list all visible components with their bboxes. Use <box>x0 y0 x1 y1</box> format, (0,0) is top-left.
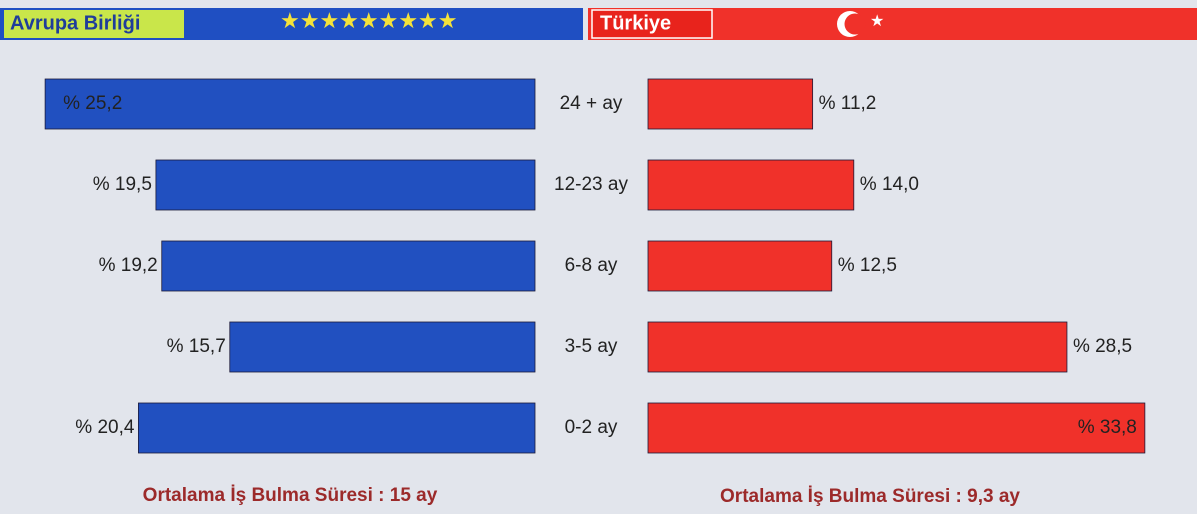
eu-title-box <box>4 10 184 38</box>
bar <box>647 240 833 292</box>
value-label: % 12,5 <box>838 255 897 276</box>
category-label: 6-8 ay <box>565 255 618 276</box>
tr-annotation: Ortalama İş Bulma Süresi : 9,3 ay <box>720 486 1020 507</box>
value-label: % 15,7 <box>167 336 226 357</box>
bar <box>155 159 536 211</box>
value-label: % 19,2 <box>99 255 158 276</box>
category-label: 12-23 ay <box>554 174 628 195</box>
star: ★ <box>870 13 884 30</box>
bar <box>647 321 1068 373</box>
category-label: 24 + ay <box>560 93 623 114</box>
tr-title: Türkiye <box>600 12 671 34</box>
bar <box>161 240 536 292</box>
category-label: 0-2 ay <box>565 417 618 438</box>
value-label: % 14,0 <box>860 174 919 195</box>
eu-title: Avrupa Birliği <box>10 12 140 34</box>
category-label: 3-5 ay <box>565 336 618 357</box>
value-label: % 11,2 <box>819 93 877 114</box>
crescent-cut <box>844 13 866 35</box>
bar <box>138 402 536 454</box>
eu-annotation: Ortalama İş Bulma Süresi : 15 ay <box>143 485 438 506</box>
bar <box>647 402 1146 454</box>
value-label: % 20,4 <box>75 417 135 438</box>
tr-title-box <box>591 9 713 39</box>
value-label: % 25,2 <box>63 93 122 114</box>
value-label: % 19,5 <box>93 174 152 195</box>
value-label: % 28,5 <box>1073 336 1132 357</box>
svg-text:★★★★★★★★★: ★★★★★★★★★ <box>280 8 458 33</box>
bar <box>229 321 536 373</box>
bar <box>647 78 814 130</box>
value-label: % 33,8 <box>1078 417 1137 438</box>
bar <box>44 78 536 130</box>
eu-stars: ★★★★★★★★★ <box>280 8 458 33</box>
bar <box>647 159 855 211</box>
